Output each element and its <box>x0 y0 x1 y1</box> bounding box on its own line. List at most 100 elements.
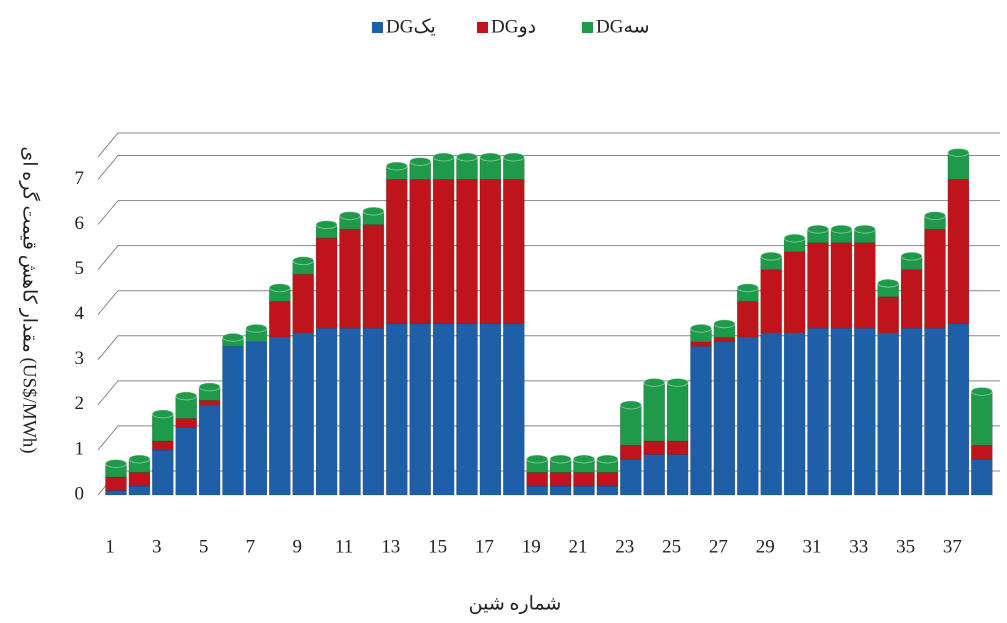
bar-segment <box>549 472 572 487</box>
bar-segment <box>619 458 642 496</box>
grid-line <box>97 200 1000 225</box>
bar-segment <box>362 327 385 496</box>
grid-line <box>97 245 1000 270</box>
bar-segment <box>947 323 970 496</box>
bar-segment <box>128 485 151 496</box>
bar-segment <box>222 345 244 496</box>
bar-top <box>690 323 712 333</box>
grid-line-top <box>97 132 1000 158</box>
bar-segment <box>760 269 783 334</box>
bar-segment <box>432 179 455 325</box>
legend-swatch <box>477 22 488 33</box>
x-tick-label: 33 <box>849 536 868 557</box>
bar-segment <box>456 323 478 496</box>
bar-segment <box>807 327 829 496</box>
bar-top <box>760 251 783 261</box>
y-tick-label: 7 <box>75 168 85 189</box>
bar-top <box>783 233 806 243</box>
bar-top <box>151 409 174 419</box>
bar-top <box>432 152 455 162</box>
bar-segment <box>924 228 946 329</box>
bar-segment <box>736 300 759 338</box>
bar-segment <box>713 336 736 343</box>
x-tick-label: 5 <box>199 536 209 557</box>
bar-segment <box>690 341 712 347</box>
bar-segment <box>666 382 689 442</box>
bar-segment <box>643 382 666 442</box>
bar-segment <box>456 179 478 325</box>
bar-segment <box>409 323 432 496</box>
x-tick-label: 11 <box>335 536 353 557</box>
bar-segment <box>830 327 853 496</box>
bar-top <box>128 454 151 464</box>
bar-segment <box>783 251 806 334</box>
bar-top <box>713 319 736 329</box>
legend-label: DGسه <box>596 16 650 37</box>
bar-top <box>947 147 970 157</box>
bar-segment <box>666 454 689 496</box>
x-tick-label: 21 <box>569 536 588 557</box>
bar-top <box>900 251 923 261</box>
bar-segment <box>877 296 900 334</box>
legend-swatch <box>582 22 593 33</box>
bar-segment <box>268 336 291 496</box>
y-tick-label: 5 <box>75 258 85 279</box>
bar-top <box>409 157 432 167</box>
bar-segment <box>198 400 221 406</box>
bar-segment <box>385 323 408 496</box>
bar-segment <box>245 341 268 496</box>
bar-top <box>339 211 361 221</box>
bar-top <box>292 256 315 266</box>
bar-top <box>853 224 876 234</box>
bar-top <box>198 382 221 392</box>
bar-segment <box>924 327 946 496</box>
y-tick-label: 2 <box>75 393 85 414</box>
bar-segment <box>198 404 221 496</box>
bar-segment <box>432 323 455 496</box>
bar-segment <box>315 327 338 496</box>
bar-segment <box>479 323 502 496</box>
bar-segment <box>362 224 385 329</box>
bar-top <box>222 332 244 342</box>
bar-segment <box>549 485 572 496</box>
bar-top <box>549 454 572 464</box>
bar-top <box>105 458 127 468</box>
bar-top <box>807 224 829 234</box>
x-tick-label: 3 <box>152 536 162 557</box>
bar-top <box>619 400 642 410</box>
bar-segment <box>339 228 361 329</box>
bar-segment <box>853 327 876 496</box>
y-tick-label: 0 <box>75 483 85 504</box>
bar-segment <box>970 445 993 460</box>
bar-segment <box>877 332 900 496</box>
bar-top <box>362 206 385 216</box>
bar-top <box>877 278 900 288</box>
bar-segment <box>573 472 595 487</box>
legend-label: DGیک <box>386 16 436 37</box>
x-tick-label: 19 <box>522 536 541 557</box>
bar-segment <box>175 418 197 428</box>
bar-segment <box>643 454 666 496</box>
bar-top <box>736 283 759 293</box>
bar-top <box>479 152 502 162</box>
bar-top <box>245 323 268 333</box>
x-tick-label: 31 <box>803 536 822 557</box>
grid-line <box>97 290 1000 316</box>
bar-top <box>268 283 291 293</box>
y-tick-label: 4 <box>75 303 85 324</box>
y-tick-label: 1 <box>75 438 85 459</box>
bar-segment <box>315 237 338 329</box>
y-tick-label: 3 <box>75 348 85 369</box>
bar-segment <box>292 273 315 334</box>
bar-segment <box>105 490 127 496</box>
bar-segment <box>900 327 923 496</box>
bar-top <box>830 224 853 234</box>
x-tick-label: 13 <box>381 536 400 557</box>
bar-segment <box>643 440 666 455</box>
bar-segment <box>409 179 432 325</box>
bar-segment <box>268 300 291 338</box>
bar-segment <box>713 341 736 496</box>
bar-segment <box>526 472 549 487</box>
bar-segment <box>760 332 783 496</box>
bar-top <box>175 391 198 401</box>
